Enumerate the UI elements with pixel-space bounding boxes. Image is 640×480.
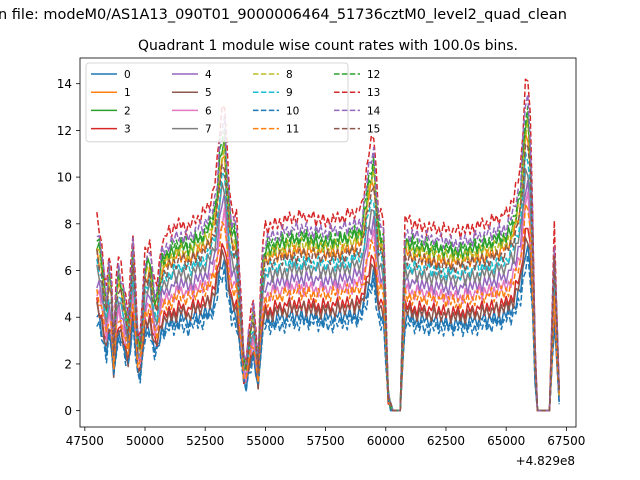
x-tick-label: 65000 bbox=[487, 434, 525, 448]
x-tick-label: 55000 bbox=[246, 434, 284, 448]
legend-label-12: 12 bbox=[367, 69, 380, 81]
series-layer bbox=[96, 78, 560, 412]
y-axis: 0 2 4 6 8 10 12 14 bbox=[57, 77, 80, 418]
legend-box bbox=[85, 62, 349, 143]
y-tick-label: 12 bbox=[57, 124, 72, 138]
legend-label-7: 7 bbox=[205, 124, 212, 136]
legend-label-8: 8 bbox=[286, 69, 293, 81]
series-line-13 bbox=[96, 78, 560, 412]
chart-suptitle: n file: modeM0/AS1A13_090T01_9000006464_… bbox=[0, 7, 567, 23]
series-line-9 bbox=[96, 151, 560, 412]
series-line-3 bbox=[96, 227, 560, 412]
x-tick-label: 62500 bbox=[427, 434, 465, 448]
legend-label-1: 1 bbox=[124, 87, 131, 99]
series-line-14 bbox=[96, 93, 560, 412]
y-tick-label: 14 bbox=[57, 77, 72, 91]
legend-label-11: 11 bbox=[286, 124, 299, 136]
legend-label-14: 14 bbox=[367, 105, 381, 117]
x-offset-label: +4.829e8 bbox=[516, 454, 575, 468]
x-tick-label: 67500 bbox=[547, 434, 585, 448]
series-line-15 bbox=[96, 143, 560, 412]
legend-label-6: 6 bbox=[205, 105, 212, 117]
y-tick-label: 2 bbox=[64, 357, 72, 371]
y-tick-label: 4 bbox=[64, 311, 72, 325]
series-line-10 bbox=[96, 254, 560, 412]
series-line-11 bbox=[96, 203, 560, 412]
series-line-6 bbox=[96, 191, 560, 412]
x-tick-label: 52500 bbox=[186, 434, 224, 448]
legend-label-13: 13 bbox=[367, 87, 380, 99]
series-line-12 bbox=[96, 105, 560, 412]
x-axis: 47500 50000 52500 55000 57500 60000 62500 65000… bbox=[66, 427, 585, 448]
series-line-1 bbox=[96, 132, 560, 412]
legend-label-5: 5 bbox=[205, 87, 212, 99]
legend-label-9: 9 bbox=[286, 87, 293, 99]
legend-label-3: 3 bbox=[124, 124, 131, 136]
x-tick-label: 50000 bbox=[126, 434, 164, 448]
y-tick-label: 0 bbox=[64, 404, 72, 418]
legend-label-2: 2 bbox=[124, 105, 131, 117]
legend-label-4: 4 bbox=[205, 69, 212, 81]
series-line-5 bbox=[96, 236, 560, 412]
x-tick-label: 57500 bbox=[306, 434, 344, 448]
legend-label-10: 10 bbox=[286, 105, 299, 117]
y-tick-label: 10 bbox=[57, 171, 72, 185]
legend-label-0: 0 bbox=[124, 69, 131, 81]
y-tick-label: 8 bbox=[64, 217, 72, 231]
series-line-4 bbox=[96, 179, 560, 412]
legend-label-15: 15 bbox=[367, 124, 380, 136]
plot-frame bbox=[79, 57, 577, 428]
series-line-0 bbox=[96, 244, 560, 412]
x-tick-label: 47500 bbox=[66, 434, 104, 448]
y-tick-label: 6 bbox=[64, 264, 72, 278]
chart-title: Quadrant 1 module wise count rates with … bbox=[138, 38, 518, 54]
series-line-7 bbox=[96, 168, 560, 412]
x-tick-label: 60000 bbox=[367, 434, 405, 448]
